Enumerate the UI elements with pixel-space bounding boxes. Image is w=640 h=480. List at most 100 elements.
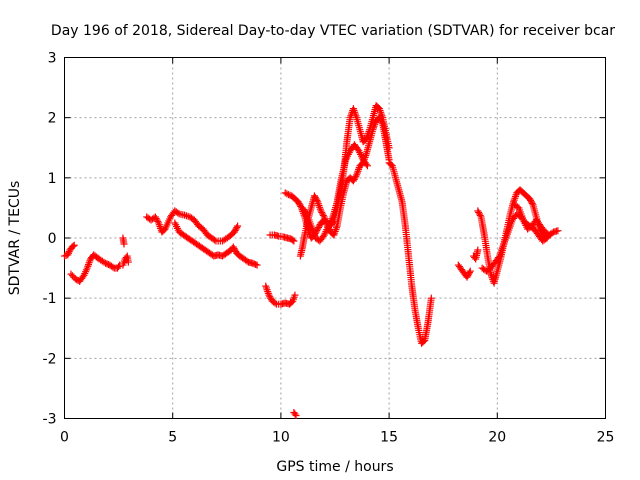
y-tick-label: 0 xyxy=(48,231,57,247)
data-point xyxy=(64,251,72,259)
data-point xyxy=(124,258,132,266)
data-point xyxy=(545,231,553,239)
data-point xyxy=(527,198,535,206)
y-tick-label: 2 xyxy=(48,111,57,127)
y-tick-label: -3 xyxy=(43,412,57,428)
data-point xyxy=(292,411,300,419)
data-point xyxy=(232,225,240,233)
data-point xyxy=(475,210,483,218)
data-point xyxy=(266,293,274,301)
x-tick-label: 10 xyxy=(272,430,290,446)
data-point xyxy=(271,299,279,307)
data-point xyxy=(526,195,534,203)
data-point xyxy=(253,261,261,269)
data-point xyxy=(267,294,275,302)
data-point xyxy=(314,225,322,233)
chart-title: Day 196 of 2018, Sidereal Day-to-day VTE… xyxy=(51,23,615,39)
data-point xyxy=(229,243,237,251)
data-point xyxy=(120,240,128,248)
x-tick-label: 20 xyxy=(488,430,506,446)
data-point xyxy=(291,291,299,299)
data-point xyxy=(294,198,302,206)
data-point xyxy=(476,211,484,219)
data-point xyxy=(230,228,238,236)
data-point xyxy=(100,258,108,266)
data-point xyxy=(61,252,68,260)
x-axis-label: GPS time / hours xyxy=(276,459,393,475)
grid xyxy=(64,57,606,419)
y-tick-label: -1 xyxy=(43,291,57,307)
data-point xyxy=(317,207,325,215)
data-point xyxy=(312,195,320,203)
data-point xyxy=(115,263,123,271)
data-point xyxy=(315,222,323,230)
data-point xyxy=(291,410,299,418)
axis-ticks xyxy=(64,57,606,419)
data-point xyxy=(154,217,162,225)
x-tick-label: 15 xyxy=(380,430,398,446)
data-point xyxy=(474,207,482,215)
tick-labels: 0 5 10 15 20 25 -3 -2 -1 0 1 2 3 xyxy=(43,51,615,446)
data-point xyxy=(464,272,472,280)
data-points xyxy=(61,102,562,419)
data-point xyxy=(151,213,159,221)
data-point xyxy=(554,227,562,235)
data-point xyxy=(265,291,273,299)
data-point xyxy=(211,236,219,244)
data-point xyxy=(69,242,77,250)
x-tick-label: 0 xyxy=(60,430,69,446)
data-point xyxy=(363,162,371,170)
data-point xyxy=(527,196,535,204)
data-point xyxy=(313,196,321,204)
data-point xyxy=(64,249,72,257)
data-point xyxy=(311,193,319,201)
data-point xyxy=(233,223,241,231)
data-point xyxy=(181,211,189,219)
data-point xyxy=(349,177,357,185)
y-tick-label: 3 xyxy=(48,51,57,67)
data-point xyxy=(319,210,327,218)
data-point xyxy=(465,270,473,278)
x-tick-label: 25 xyxy=(597,430,615,446)
data-point xyxy=(319,211,327,219)
data-point xyxy=(544,230,552,238)
data-point xyxy=(362,160,370,168)
x-tick-label: 5 xyxy=(168,430,177,446)
data-point xyxy=(542,235,550,243)
data-point xyxy=(475,208,483,216)
data-point xyxy=(289,236,297,244)
data-point xyxy=(70,241,78,249)
data-point xyxy=(174,209,182,217)
data-point xyxy=(283,190,291,198)
data-point xyxy=(318,208,326,216)
data-point xyxy=(494,254,502,262)
data-point xyxy=(295,199,303,207)
data-point xyxy=(420,337,428,345)
y-axis-label: SDTVAR / TECUs xyxy=(7,181,23,296)
data-point xyxy=(528,199,536,207)
data-point xyxy=(290,237,298,245)
data-point xyxy=(375,114,383,122)
data-point xyxy=(377,117,385,125)
data-point xyxy=(387,161,395,169)
data-point xyxy=(465,269,473,277)
data-point xyxy=(252,260,260,268)
data-point xyxy=(153,216,161,224)
data-point xyxy=(231,226,239,234)
data-point xyxy=(231,246,239,254)
data-point xyxy=(350,175,358,183)
data-point xyxy=(463,273,471,281)
data-point xyxy=(378,118,386,126)
data-point xyxy=(351,174,359,182)
data-point xyxy=(230,245,238,253)
data-point xyxy=(234,222,242,230)
y-tick-label: 1 xyxy=(48,171,57,187)
data-point xyxy=(376,115,384,123)
data-point xyxy=(284,191,292,199)
y-tick-label: -2 xyxy=(43,351,57,367)
data-point xyxy=(466,267,474,275)
data-point xyxy=(310,192,318,200)
data-point xyxy=(427,294,435,302)
data-point xyxy=(315,223,322,231)
